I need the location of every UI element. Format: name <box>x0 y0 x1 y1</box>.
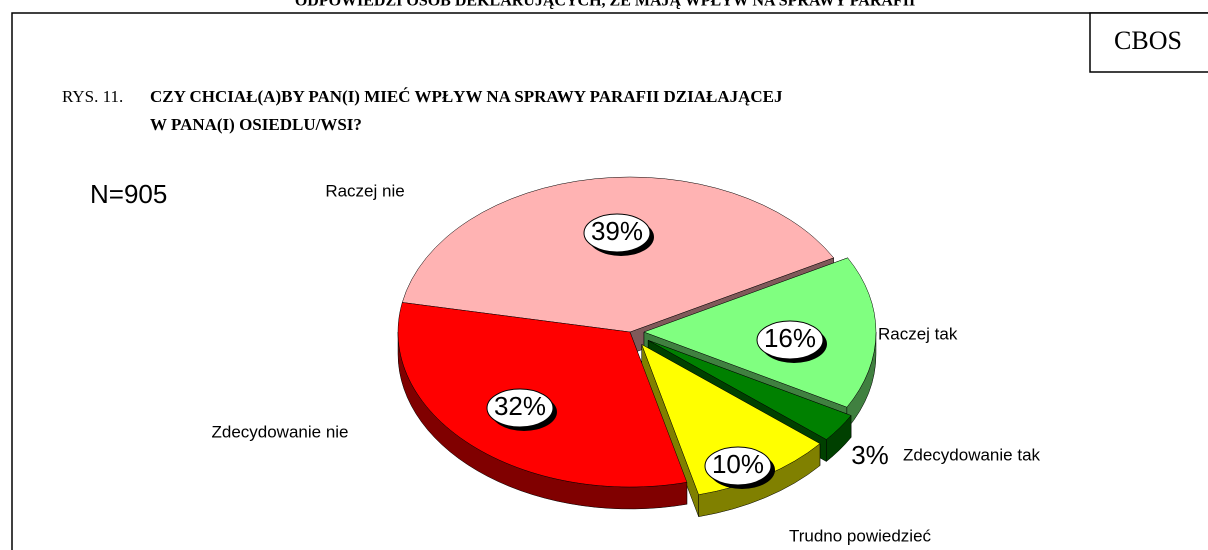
category-label: Zdecydowanie tak <box>903 445 1041 464</box>
label-bubble <box>756 320 824 360</box>
page-header: ODPOWIEDZI OSÓB DEKLARUJĄCYCH, ŻE MAJĄ W… <box>295 0 915 10</box>
badge: CBOS <box>1114 26 1182 55</box>
chart-title: W PANA(I) OSIEDLU/WSI? <box>150 115 362 134</box>
category-label: Trudno powiedzieć <box>789 526 932 545</box>
value-label: 3% <box>851 440 889 470</box>
value-label: 10% <box>712 449 764 479</box>
annotation: N=905 <box>90 179 167 209</box>
badge-box <box>1089 12 1208 73</box>
label-bubble <box>583 213 651 253</box>
value-label: 39% <box>591 216 643 246</box>
category-label: Raczej tak <box>878 324 958 343</box>
figure-label: RYS. 11. <box>62 87 123 106</box>
category-label: Raczej nie <box>325 181 404 200</box>
category-label: Zdecydowanie nie <box>211 422 348 441</box>
value-label: 32% <box>494 391 546 421</box>
label-bubble <box>486 388 554 428</box>
slice <box>648 340 852 440</box>
label-bubble <box>704 446 772 486</box>
frame <box>11 12 1208 550</box>
value-label: 16% <box>764 323 816 353</box>
chart-title: CZY CHCIAŁ(A)BY PAN(I) MIEĆ WPŁYW NA SPR… <box>150 87 783 106</box>
